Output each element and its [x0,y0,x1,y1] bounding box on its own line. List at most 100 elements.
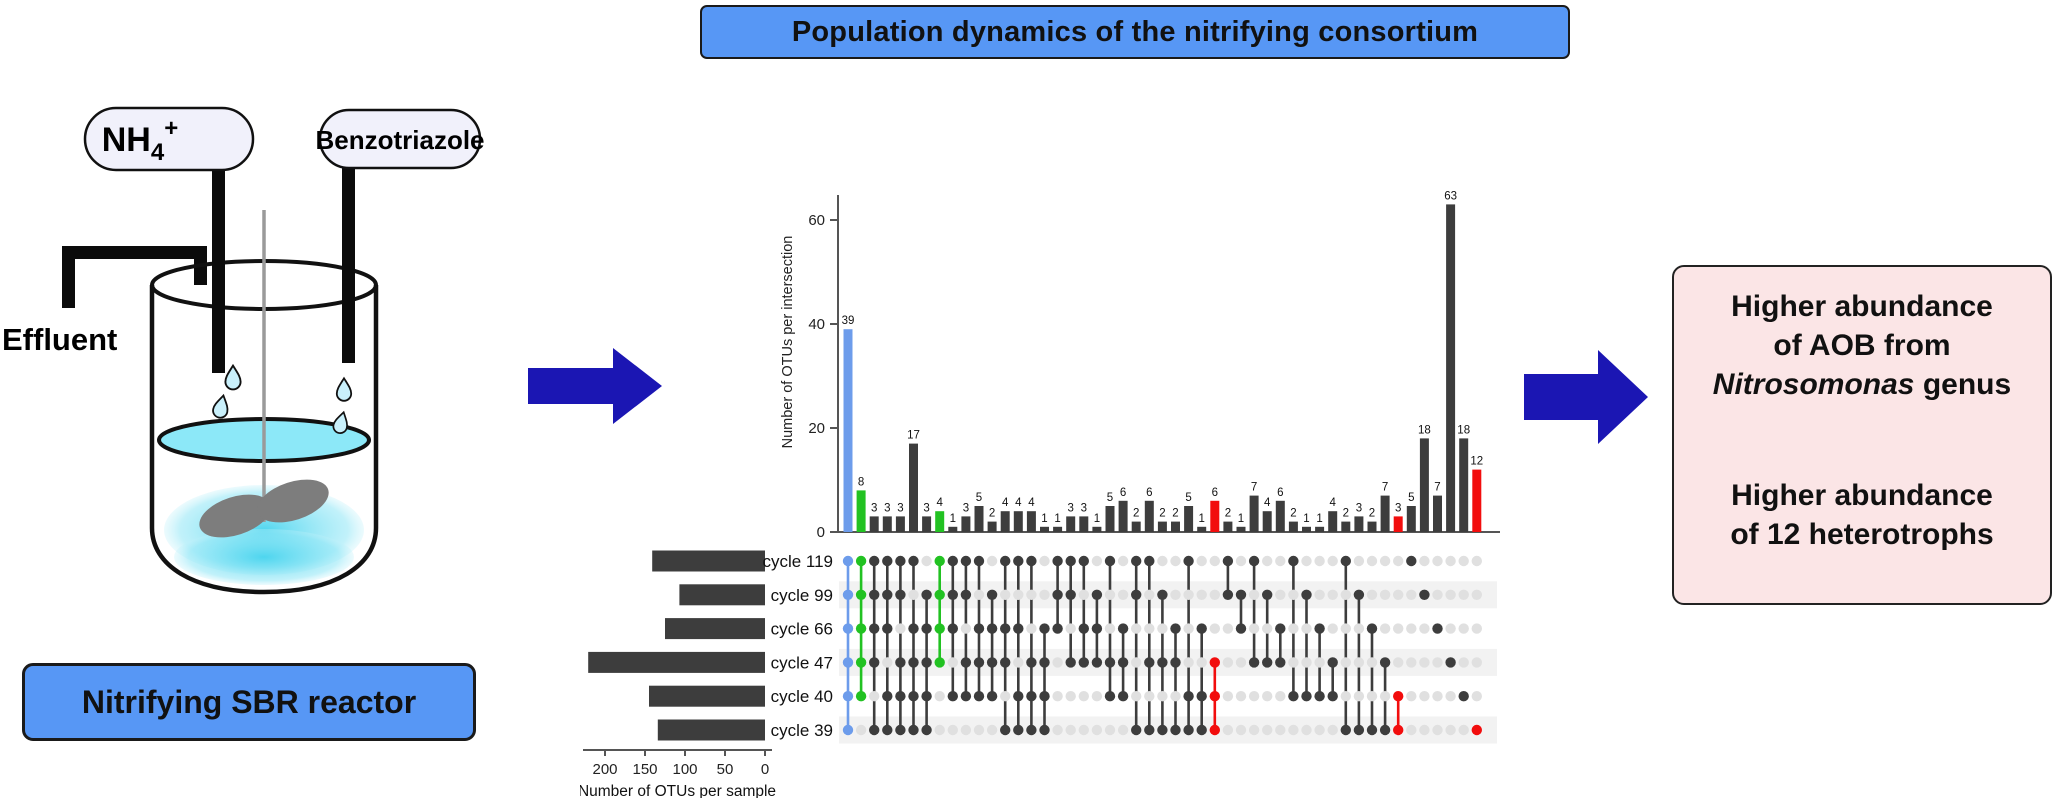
matrix-dot-filled [869,623,880,634]
bar-value-label: 2 [1172,508,1178,520]
nh4-tube [212,165,225,373]
matrix-dot-filled [1235,589,1247,600]
bar-value-label: 2 [1159,508,1165,520]
intersection-bar [1249,495,1259,532]
conclusion-line: of 12 heterotrophs [1730,518,1994,551]
matrix-dot-filled [869,589,880,600]
matrix-dot-empty [1301,657,1312,668]
matrix-dot-empty [1379,623,1391,634]
bar-value-label: 1 [1094,513,1100,525]
matrix-dot-empty [1235,555,1247,567]
intersection-bar [1118,500,1128,532]
y-tick-label: 20 [808,420,825,437]
matrix-dot-empty [1445,623,1456,634]
matrix-dot-empty [1327,589,1338,600]
matrix-dot-empty [1013,657,1024,668]
bar-value-label: 4 [1264,497,1271,509]
set-size-tick-label: 150 [632,761,657,778]
matrix-dot-empty [1379,691,1391,702]
matrix-dot-filled [1131,555,1142,567]
matrix-dot-empty [1157,691,1168,702]
matrix-dot-empty [1275,691,1286,702]
matrix-dot-filled [1026,724,1037,736]
matrix-dot-empty [1117,555,1129,567]
matrix-dot-filled [973,691,985,702]
bar-value-label: 3 [1081,502,1087,514]
matrix-dot-empty [1340,691,1351,702]
matrix-dot-filled [1065,589,1076,600]
matrix-dot-filled [1366,724,1378,736]
matrix-dot-empty [1052,691,1063,702]
matrix-dot-filled [921,657,932,668]
matrix-dot-filled [1000,555,1011,567]
set-label: cycle 119 [762,552,833,571]
bar-value-label: 3 [1067,502,1073,514]
set-size-bar [588,651,765,673]
matrix-dot-empty [1379,555,1391,567]
matrix-dot-filled [1196,623,1207,634]
matrix-dot-empty [1052,657,1063,668]
matrix-dot-filled [1458,691,1469,702]
matrix-dot-filled [882,555,893,567]
matrix-dot-filled [1353,589,1365,600]
matrix-dot-empty [1353,657,1365,668]
matrix-dot-empty [1209,623,1220,634]
nh4-label-pill: NH4+ [83,106,255,172]
effluent-label: Effluent [2,322,117,357]
matrix-dot-empty [1222,724,1234,736]
matrix-dot-empty [1144,589,1155,600]
matrix-dot-empty [1248,623,1260,634]
matrix-dot-empty [1275,589,1286,600]
set-size-bar [652,550,765,572]
matrix-dot-empty [1000,691,1011,702]
matrix-dot-empty [1065,691,1076,702]
matrix-dot-filled [947,555,958,567]
matrix-dot-empty [1314,589,1325,600]
matrix-dot-empty [1471,691,1482,702]
matrix-dot-filled [1432,623,1443,634]
matrix-dot-filled [1131,724,1142,736]
matrix-dot-empty [1248,589,1260,600]
matrix-dot-filled [842,691,854,702]
matrix-dot-empty [908,589,919,600]
matrix-dot-filled [1000,623,1011,634]
bar-value-label: 63 [1444,190,1457,202]
intersection-bar [1223,521,1233,532]
matrix-dot-empty [855,724,867,736]
intersection-bar [1315,526,1325,532]
matrix-dot-filled [934,623,945,634]
matrix-dot-filled [1314,623,1325,634]
matrix-dot-empty [1432,724,1443,736]
bar-value-label: 17 [907,430,920,442]
set-size-tick-label: 100 [672,761,697,778]
matrix-dot-filled [882,691,893,702]
conclusion-line-rest: genus [1914,368,2012,401]
matrix-dot-filled [1170,657,1181,668]
matrix-dot-filled [1170,724,1181,736]
matrix-dot-empty [1458,657,1469,668]
intersection-bar [1066,516,1076,532]
reactor-caption-box: Nitrifying SBR reactor [22,663,476,741]
matrix-dot-empty [1235,657,1247,668]
bar-value-label: 6 [1277,487,1283,499]
matrix-dot-empty [1419,724,1430,736]
matrix-dot-filled [986,623,998,634]
set-label: cycle 66 [771,620,833,639]
bar-value-label: 39 [842,315,855,327]
matrix-dot-empty [1104,724,1116,736]
matrix-dot-filled [1039,691,1050,702]
set-size-tick-label: 200 [592,761,617,778]
matrix-dot-filled [921,691,932,702]
matrix-dot-filled [960,589,972,600]
intersection-bar [1000,511,1010,532]
matrix-dot-filled [921,724,932,736]
bar-value-label: 1 [1316,513,1322,525]
matrix-dot-empty [1458,623,1469,634]
matrix-dot-filled [869,657,880,668]
matrix-dot-empty [1471,555,1482,567]
matrix-dot-empty [1104,589,1116,600]
benzotriazole-tube [342,163,355,363]
matrix-dot-empty [1235,691,1247,702]
matrix-dot-filled [1406,555,1417,567]
